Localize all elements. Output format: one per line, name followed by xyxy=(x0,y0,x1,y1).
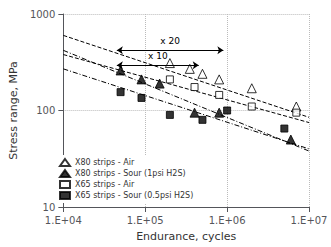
svg-text:1000: 1000 xyxy=(30,9,55,20)
svg-text:100: 100 xyxy=(36,105,55,116)
svg-text:x 20: x 20 xyxy=(160,36,180,46)
svg-text:X80 strips - Air: X80 strips - Air xyxy=(75,158,135,167)
svg-text:1.E+06: 1.E+06 xyxy=(209,215,246,226)
svg-text:Stress range, MPa: Stress range, MPa xyxy=(7,61,20,160)
svg-text:X80 strips - Sour (1psi H2S): X80 strips - Sour (1psi H2S) xyxy=(75,169,186,178)
svg-text:X65 strips - Sour (0.5psi H2S): X65 strips - Sour (0.5psi H2S) xyxy=(75,191,193,200)
svg-text:1.E+07: 1.E+07 xyxy=(291,215,328,226)
svg-text:1.E+04: 1.E+04 xyxy=(45,215,82,226)
svg-text:10: 10 xyxy=(43,202,56,213)
svg-text:Endurance, cycles: Endurance, cycles xyxy=(136,230,236,243)
svg-text:1.E+05: 1.E+05 xyxy=(127,215,164,226)
svg-text:X65 strips - Air: X65 strips - Air xyxy=(75,180,135,189)
svg-text:x 10: x 10 xyxy=(148,51,168,61)
